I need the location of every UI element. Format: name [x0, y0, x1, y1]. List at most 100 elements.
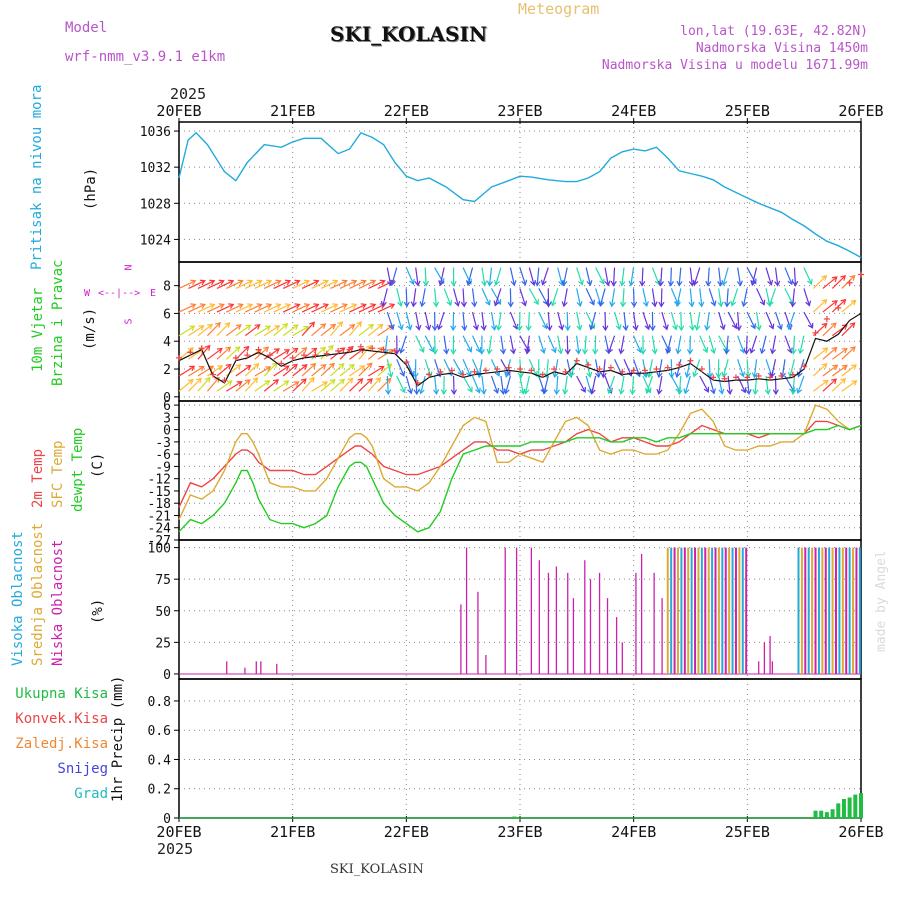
y-tick-label: 1036: [140, 125, 171, 140]
y-tick-label: 1024: [140, 233, 171, 248]
wind-arrow: [263, 280, 281, 289]
wind-arrowhead: [752, 389, 759, 396]
wind-arrow: [405, 311, 411, 330]
wind-arrow: [320, 379, 336, 392]
wind-arrowhead: [388, 324, 395, 331]
wind-arrow: [718, 288, 722, 307]
wind-arrow: [490, 311, 496, 330]
wind-arrowhead: [609, 301, 616, 308]
wind-arrow: [488, 267, 493, 286]
wind-arrowhead: [379, 279, 386, 286]
wind-arrowhead: [586, 371, 593, 378]
wind-arrowhead: [450, 280, 457, 287]
wind-arrow: [614, 359, 623, 376]
wind-arrow: [781, 359, 786, 378]
wind-arrowhead: [607, 387, 613, 395]
wind-arrowhead: [237, 303, 244, 309]
wind-arrowhead: [486, 280, 494, 287]
wind-arrowhead: [581, 348, 589, 355]
wind-arrowhead: [322, 381, 329, 387]
wind-arrow: [505, 375, 511, 394]
wind-arrowhead: [832, 364, 839, 371]
wind-arrowhead: [320, 346, 327, 353]
wind-arrow: [641, 267, 644, 286]
wind-arrow: [771, 359, 777, 378]
x-date-top: 25FEB: [725, 102, 770, 120]
wind-arrowhead: [293, 381, 300, 387]
wind-arrow: [292, 303, 310, 313]
precip-bar: [824, 812, 829, 818]
wind-arrow: [642, 311, 650, 330]
wind-arrowhead: [389, 279, 396, 286]
wind-arrow: [263, 348, 280, 360]
wind-arrowhead: [480, 325, 487, 332]
wind-arrowhead: [644, 324, 651, 331]
meteogram-label: Meteogram: [518, 0, 600, 18]
wind-arrowhead: [743, 348, 750, 355]
wind-arrow: [197, 345, 211, 360]
wind-arrowhead: [351, 303, 358, 309]
wind-arrowhead: [199, 279, 206, 286]
wind-arrowhead: [594, 372, 602, 379]
wind-arrow: [746, 311, 756, 329]
wind-arrowhead: [338, 362, 345, 369]
wind-arrow: [254, 325, 271, 337]
wind-arrow: [831, 348, 848, 360]
wind-arrow: [311, 381, 328, 392]
wind-arrowhead: [329, 378, 336, 385]
wind-arrowhead: [546, 325, 553, 332]
wind-arrow: [509, 311, 518, 330]
wind-arrow: [382, 288, 388, 306]
wind-arrow: [602, 359, 606, 378]
wind-arrowhead: [263, 346, 270, 353]
wind-arrow: [542, 267, 549, 285]
wind-arrowhead: [821, 322, 828, 329]
wind-arrow: [812, 363, 828, 377]
wind-arrow: [254, 366, 271, 377]
wind-arrowhead: [377, 323, 384, 330]
wind-arrowhead: [667, 280, 674, 287]
wind-arrow: [576, 267, 583, 285]
y-tick-label: 0: [163, 424, 171, 439]
wind-arrow: [784, 288, 794, 305]
wind-arrowhead: [831, 276, 838, 282]
wind-arrowhead: [618, 388, 625, 395]
wind-arrowhead: [198, 365, 205, 372]
wind-arrowhead: [576, 301, 583, 308]
wind-arrow: [756, 288, 765, 305]
y-tick-label: 0.4: [148, 753, 172, 768]
wind-arrowhead: [632, 324, 639, 331]
wind-arrowhead: [450, 349, 457, 355]
wind-arrowhead: [736, 280, 743, 287]
wind-arrow: [765, 311, 774, 329]
wind-arrow: [377, 349, 394, 360]
wind-arrow: [415, 311, 420, 330]
wind-dir-arrows: <--|-->: [98, 288, 141, 299]
wind-arrowhead: [493, 387, 500, 394]
wind-arrow: [206, 377, 220, 392]
wind-arrowhead: [692, 371, 699, 378]
wind-arrow: [225, 324, 242, 337]
wind-arrow: [358, 345, 372, 360]
wind-arrowhead: [327, 344, 334, 351]
wind-arrow: [746, 267, 757, 284]
wind-arrowhead: [610, 280, 617, 287]
wind-arrow: [339, 324, 355, 337]
wind-arrowhead: [330, 323, 337, 330]
wind-arrowhead: [341, 279, 348, 286]
wind-arrow: [622, 288, 625, 307]
wind-arrow: [599, 288, 606, 306]
wind-arrow: [386, 267, 392, 286]
wind-arrow: [699, 288, 703, 307]
wind-arrowhead: [466, 280, 472, 287]
wind-arrow: [831, 299, 846, 313]
wind-arrowhead: [768, 323, 775, 330]
wind-arrow: [207, 348, 223, 360]
wind-arrow: [462, 335, 472, 352]
wind-arrow: [576, 288, 581, 307]
wind-arrowhead: [749, 347, 756, 354]
wind-arrow: [481, 375, 485, 394]
precip-bar: [512, 816, 517, 818]
wind-arrowhead: [322, 279, 329, 286]
wind-arrowhead: [313, 279, 320, 286]
